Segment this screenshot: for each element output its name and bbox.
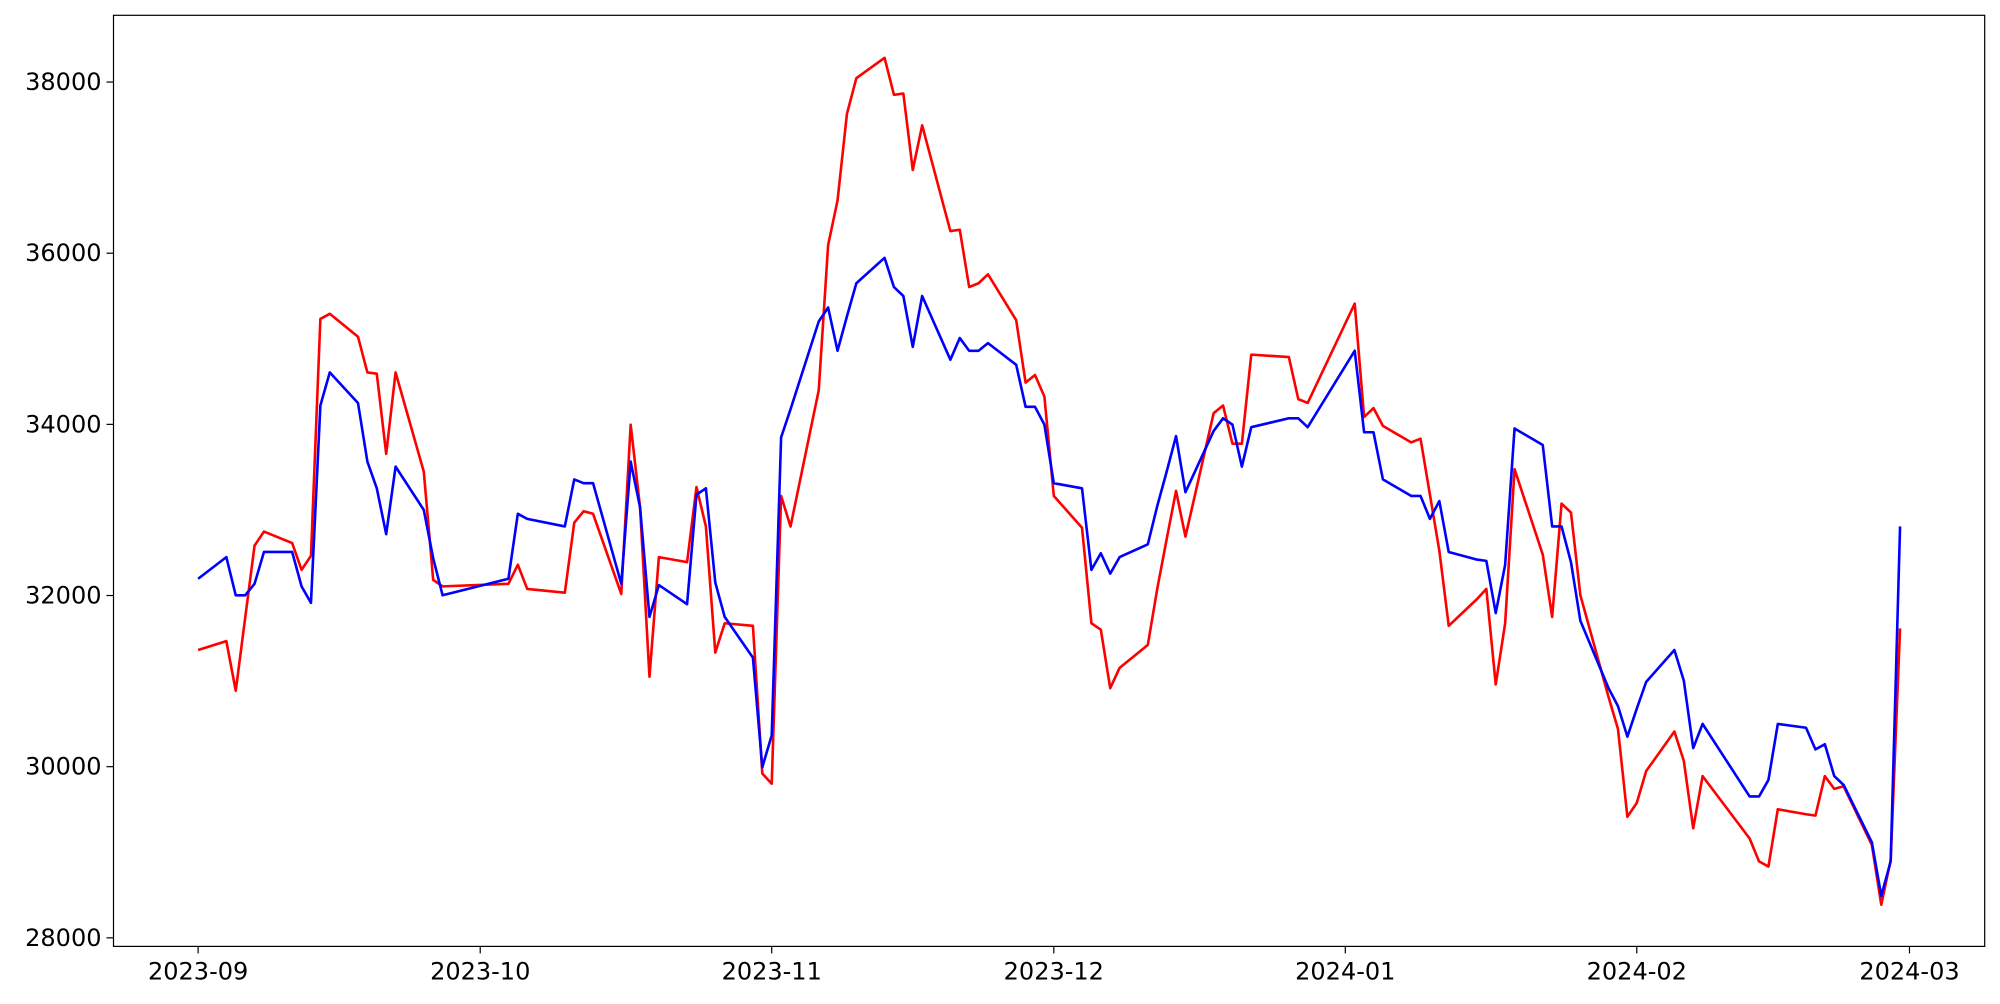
y-tick-label: 30000 [25, 753, 101, 781]
y-tick-label: 36000 [25, 239, 101, 267]
y-tick-label: 38000 [25, 68, 101, 96]
x-tick-label: 2023-12 [1004, 957, 1104, 985]
y-tick-label: 32000 [25, 582, 101, 610]
x-tick-label: 2024-02 [1587, 957, 1687, 985]
x-tick-label: 2023-10 [430, 957, 530, 985]
x-tick-label: 2023-11 [722, 957, 822, 985]
data-line [197, 256, 1902, 898]
x-tick-label: 2024-03 [1859, 957, 1959, 985]
data-line [197, 56, 1902, 907]
y-tick-label: 34000 [25, 410, 101, 438]
x-tick-label: 2024-01 [1295, 957, 1395, 985]
x-tick-label: 2023-09 [148, 957, 248, 985]
plot-frame [112, 14, 1986, 947]
y-tick-label: 28000 [25, 924, 101, 952]
